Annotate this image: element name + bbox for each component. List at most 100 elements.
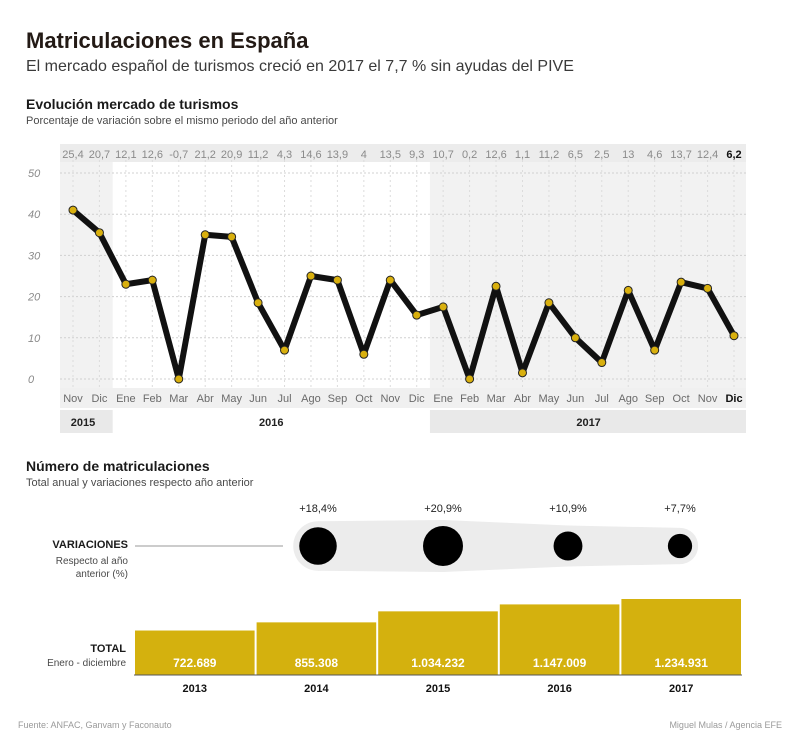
- x-tick-label: Nov: [63, 393, 83, 405]
- year-band: [60, 160, 113, 388]
- line-chart-title: Evolución mercado de turismos: [26, 96, 239, 112]
- x-tick-label: May: [539, 393, 560, 405]
- data-label: 13,9: [327, 149, 348, 161]
- data-label: 20,7: [89, 149, 110, 161]
- data-label: 4: [361, 149, 367, 161]
- x-tick-label: Oct: [673, 393, 690, 405]
- data-point: [517, 368, 527, 378]
- year-band: [60, 410, 113, 433]
- data-label: 12,6: [485, 149, 506, 161]
- x-tick-label: 2015: [426, 683, 450, 695]
- data-point: [306, 271, 316, 281]
- data-label: 6,5: [568, 149, 583, 161]
- variation-label: +20,9%: [424, 503, 462, 515]
- bar: [135, 630, 255, 675]
- x-tick-label: Abr: [514, 393, 531, 405]
- data-label: 13,5: [380, 149, 401, 161]
- total-note: Enero - diciembre: [47, 658, 126, 669]
- data-label: 12,6: [142, 149, 163, 161]
- x-tick-label: Dic: [91, 393, 107, 405]
- data-point: [729, 331, 739, 341]
- year-label: 2017: [576, 417, 600, 429]
- data-point: [623, 285, 633, 295]
- data-label: 11,2: [539, 149, 560, 161]
- x-axis-strip: [60, 388, 746, 408]
- data-point: [200, 230, 210, 240]
- data-label: 1,1: [515, 149, 530, 161]
- bar-chart-subtitle: Total anual y variaciones respecto año a…: [26, 477, 254, 489]
- x-tick-label: Feb: [460, 393, 479, 405]
- x-tick-label: Jul: [277, 393, 291, 405]
- data-point: [438, 302, 448, 312]
- data-point: [465, 374, 475, 384]
- data-label: 21,2: [194, 149, 215, 161]
- x-tick-label: Oct: [355, 393, 372, 405]
- bar: [621, 599, 741, 675]
- data-label: 11,2: [248, 149, 269, 161]
- variation-label: +18,4%: [299, 503, 337, 515]
- y-tick-label: 0: [28, 374, 35, 386]
- x-tick-label: Jun: [566, 393, 584, 405]
- data-point: [227, 232, 237, 242]
- data-point: [597, 358, 607, 368]
- x-tick-label: Jul: [595, 393, 609, 405]
- data-point: [385, 275, 395, 285]
- variation-bubble: [299, 527, 337, 565]
- data-point: [570, 333, 580, 343]
- data-point: [491, 281, 501, 291]
- data-label: 14,6: [300, 149, 321, 161]
- variation-label: +10,9%: [549, 503, 587, 515]
- bar: [378, 611, 498, 675]
- x-tick-label: Ene: [116, 393, 136, 405]
- data-point: [253, 298, 263, 308]
- x-tick-label: Mar: [487, 393, 506, 405]
- data-label: 2,5: [594, 149, 609, 161]
- variation-bubble: [667, 533, 693, 559]
- bar: [499, 604, 620, 675]
- variation-label: +7,7%: [664, 503, 696, 515]
- chart-title: Matriculaciones en España: [26, 28, 309, 53]
- y-tick-label: 10: [28, 333, 41, 345]
- variations-label: VARIACIONES: [52, 539, 128, 551]
- x-tick-label: Sep: [645, 393, 665, 405]
- data-label: 0,2: [462, 149, 477, 161]
- variations-note: Respecto al año anterior (%): [55, 556, 128, 580]
- data-label: 12,4: [697, 149, 718, 161]
- x-tick-label: 2017: [669, 683, 693, 695]
- data-point: [68, 205, 78, 215]
- year-label: 2015: [71, 417, 95, 429]
- data-point: [676, 277, 686, 287]
- bar-value-label: 855.308: [295, 656, 339, 670]
- credit-note: Miguel Mulas / Agencia EFE: [669, 720, 782, 730]
- x-tick-label: Jun: [249, 393, 267, 405]
- y-tick-label: 30: [28, 250, 41, 262]
- bar-chart: +18,4% +20,9% +10,9% +7,7% 722.689 2013 855.30…: [134, 503, 742, 695]
- x-tick-label: Dic: [409, 393, 425, 405]
- data-point: [121, 279, 131, 289]
- bar-value-label: 722.689: [173, 656, 217, 670]
- bar-value-label: 1.147.009: [533, 656, 587, 670]
- x-tick-label: Ene: [433, 393, 453, 405]
- data-point: [332, 275, 342, 285]
- x-tick-label: Ago: [301, 393, 321, 405]
- year-label: 2016: [259, 417, 283, 429]
- x-tick-label: Sep: [328, 393, 348, 405]
- data-point: [412, 310, 422, 320]
- x-tick-label: May: [221, 393, 242, 405]
- line-chart-subtitle: Porcentaje de variación sobre el mismo p…: [26, 115, 338, 127]
- data-label: 20,9: [221, 149, 242, 161]
- data-point: [280, 345, 290, 355]
- variation-bubble: [553, 531, 583, 561]
- year-band: [429, 410, 746, 433]
- bar: [256, 622, 377, 675]
- source-note: Fuente: ANFAC, Ganvam y Faconauto: [18, 720, 172, 730]
- data-point: [359, 349, 369, 359]
- series-line: [70, 207, 737, 382]
- data-label: 13,7: [670, 149, 691, 161]
- y-tick-label: 50: [28, 168, 41, 180]
- y-tick-label: 20: [27, 292, 41, 304]
- data-point: [174, 374, 184, 384]
- data-label: 4,3: [277, 149, 292, 161]
- data-point: [650, 345, 660, 355]
- y-tick-label: 40: [28, 209, 41, 221]
